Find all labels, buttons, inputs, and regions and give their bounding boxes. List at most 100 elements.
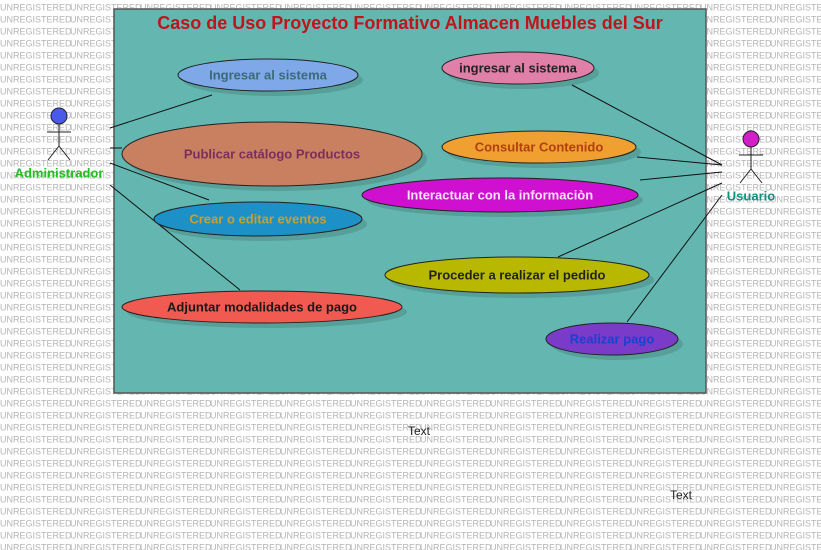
diagram-title: Caso de Uso Proyecto Formativo Almacen M… [157, 13, 662, 33]
watermark-text: UNREGISTERED [630, 422, 702, 432]
watermark-text: UNREGISTERED [770, 158, 821, 168]
watermark-text: UNREGISTERED [70, 194, 142, 204]
watermark-text: UNREGISTERED [770, 350, 821, 360]
watermark-text: UNREGISTERED [140, 494, 212, 504]
actors: Administrador Usuario [15, 107, 775, 203]
watermark-text: UNREGISTERED [70, 482, 142, 492]
watermark-text: UNREGISTERED [210, 2, 282, 12]
actor-label: Administrador [15, 165, 104, 180]
watermark-text: UNREGISTERED [700, 470, 772, 480]
watermark-text: UNREGISTERED [420, 422, 492, 432]
watermark-text: UNREGISTERED [0, 374, 72, 384]
association [571, 84, 723, 166]
watermark-text: UNREGISTERED [770, 398, 821, 408]
watermark-text: UNREGISTERED [70, 14, 142, 24]
watermark-text: UNREGISTERED [700, 254, 772, 264]
association [109, 94, 213, 129]
actor-label: Usuario [727, 188, 775, 203]
use-case-label: Consultar Contenido [475, 139, 604, 154]
watermark-text: UNREGISTERED [560, 446, 632, 456]
watermark-text: UNREGISTERED [770, 518, 821, 528]
watermark-text: UNREGISTERED [280, 2, 352, 12]
watermark-text: UNREGISTERED [630, 446, 702, 456]
watermark-text: UNREGISTERED [700, 122, 772, 132]
watermark-text: UNREGISTERED [700, 230, 772, 240]
watermark-text: UNREGISTERED [140, 518, 212, 528]
watermark-text: UNREGISTERED [0, 182, 72, 192]
watermark-text: UNREGISTERED [700, 86, 772, 96]
watermark-text: UNREGISTERED [700, 170, 772, 180]
watermark-text: UNREGISTERED [700, 458, 772, 468]
watermark-text: UNREGISTERED [630, 506, 702, 516]
watermark-text: UNREGISTERED [770, 494, 821, 504]
watermark-text: UNREGISTERED [700, 146, 772, 156]
watermark-text: UNREGISTERED [280, 422, 352, 432]
watermark-text: UNREGISTERED [770, 530, 821, 540]
watermark-text: UNREGISTERED [0, 530, 72, 540]
watermark-text: UNREGISTERED [70, 530, 142, 540]
watermark-text: UNREGISTERED [770, 338, 821, 348]
use-case [384, 256, 650, 294]
watermark-text: UNREGISTERED [0, 326, 72, 336]
watermark-text: UNREGISTERED [700, 182, 772, 192]
watermark-text: UNREGISTERED [770, 134, 821, 144]
watermark-text: UNREGISTERED [350, 434, 422, 444]
watermark-text: UNREGISTERED [70, 386, 142, 396]
watermark-text: UNREGISTERED [280, 398, 352, 408]
watermark-text: UNREGISTERED [0, 362, 72, 372]
watermark-text: UNREGISTERED [70, 74, 142, 84]
watermark-text: UNREGISTERED [350, 530, 422, 540]
watermark-text: UNREGISTERED [770, 62, 821, 72]
watermark-text: UNREGISTERED [630, 530, 702, 540]
watermark-text: UNREGISTERED [700, 50, 772, 60]
watermark-text: UNREGISTERED [70, 98, 142, 108]
use-case-label: Ingresar al sistema [209, 67, 328, 82]
watermark-text: UNREGISTERED [700, 110, 772, 120]
watermark-text: UNREGISTERED [630, 434, 702, 444]
watermark-text: UNREGISTERED [140, 2, 212, 12]
watermark-text: UNREGISTERED [0, 230, 72, 240]
watermark-text: UNREGISTERED [700, 494, 772, 504]
watermark-text: UNREGISTERED [560, 410, 632, 420]
watermark-text: UNREGISTERED [140, 446, 212, 456]
watermark-text: UNREGISTERED [560, 422, 632, 432]
watermark-text: UNREGISTERED [70, 494, 142, 504]
watermark-text: UNREGISTERED [350, 518, 422, 528]
watermark-text: UNREGISTERED [280, 518, 352, 528]
watermark-text: UNREGISTERED [0, 290, 72, 300]
watermark-text: UNREGISTERED [0, 134, 72, 144]
watermark-text: UNREGISTERED [140, 410, 212, 420]
watermark-text: UNREGISTERED [70, 254, 142, 264]
watermark-text: UNREGISTERED [70, 170, 142, 180]
watermark-text: UNREGISTERED [70, 38, 142, 48]
watermark-text: UNREGISTERED [770, 290, 821, 300]
watermark-text: UNREGISTERED [490, 542, 562, 550]
watermark-text: UNREGISTERED [70, 314, 142, 324]
watermark-text: UNREGISTERED [70, 206, 142, 216]
watermark-text: UNREGISTERED [560, 494, 632, 504]
watermark-text: UNREGISTERED [560, 398, 632, 408]
watermark-text: UNREGISTERED [0, 386, 72, 396]
association [639, 171, 723, 181]
watermark-text: UNREGISTERED [630, 458, 702, 468]
actor-body [739, 147, 763, 184]
watermark-text: UNREGISTERED [280, 434, 352, 444]
watermark-text: UNREGISTERED [70, 122, 142, 132]
watermark-text: UNREGISTERED [0, 410, 72, 420]
watermark-text: UNREGISTERED [700, 266, 772, 276]
watermark-text: UNREGISTERED [0, 218, 72, 228]
watermark-text: UNREGISTERED [70, 278, 142, 288]
watermark-text: UNREGISTERED [700, 26, 772, 36]
watermark-text: UNREGISTERED [350, 398, 422, 408]
watermark-text: UNREGISTERED [70, 350, 142, 360]
watermark-text: UNREGISTERED [700, 398, 772, 408]
watermark-text: UNREGISTERED [0, 470, 72, 480]
watermark-text: UNREGISTERED [280, 410, 352, 420]
watermark-text: UNREGISTERED [0, 146, 72, 156]
watermark-text: UNREGISTERED [0, 242, 72, 252]
watermark-text: UNREGISTERED [770, 362, 821, 372]
use-case [545, 322, 679, 356]
watermark-text: UNREGISTERED [770, 242, 821, 252]
association [109, 184, 241, 291]
watermark-text: UNREGISTERED [770, 302, 821, 312]
